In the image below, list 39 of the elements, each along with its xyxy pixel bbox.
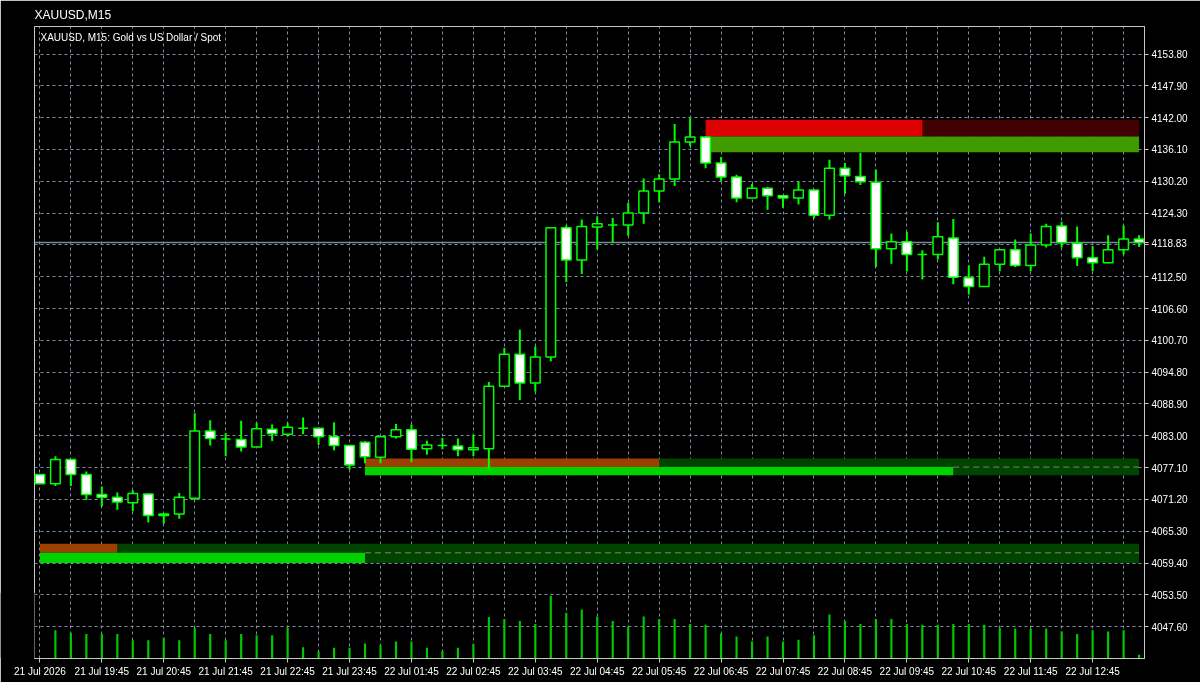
y-tick-label: 4124.30 [1151, 208, 1189, 220]
y-tick-label: 4083.00 [1151, 430, 1189, 442]
y-tick-label: 4136.10 [1151, 144, 1189, 156]
y-tick-label: 4053.50 [1151, 589, 1189, 601]
y-tick-label: 4130.20 [1151, 176, 1189, 188]
x-tick-label: 22 Jul 04:45 [570, 665, 625, 677]
y-tick-label: 4106.60 [1151, 303, 1189, 315]
y-tick-label: 4065.30 [1151, 526, 1189, 538]
x-tick-label: 22 Jul 08:45 [817, 665, 873, 677]
y-tick-label: 4142.00 [1151, 112, 1189, 124]
x-tick-label: 21 Jul 23:45 [322, 665, 378, 677]
x-tick-label: 22 Jul 12:45 [1065, 665, 1121, 677]
x-tick-label: 22 Jul 01:45 [384, 665, 440, 677]
y-tick-label: 4071.20 [1151, 494, 1189, 506]
x-tick-label: 21 Jul 19:45 [74, 665, 130, 677]
y-tick-label: 4094.80 [1151, 367, 1189, 379]
y-tick-label: 4077.10 [1151, 462, 1189, 474]
x-tick-label: 22 Jul 10:45 [941, 665, 997, 677]
x-tick-label: 22 Jul 03:45 [508, 665, 563, 677]
y-tick-label: 4112.50 [1151, 271, 1188, 283]
y-tick-label: 4047.60 [1151, 621, 1189, 633]
ref-line-label: 4118.83 [1151, 237, 1188, 249]
x-tick-label: 22 Jul 07:45 [755, 665, 811, 677]
text: XAUUSD, M15: Gold vs US Dollar / Spot [40, 31, 222, 43]
x-tick-label: 22 Jul 06:45 [693, 665, 749, 677]
x-tick-label: 22 Jul 11:45 [1003, 665, 1059, 677]
chart-title: XAUUSD,M15 [34, 7, 112, 22]
x-tick-label: 21 Jul 22:45 [260, 665, 316, 677]
y-tick-label: 4100.70 [1151, 335, 1189, 347]
y-tick-label: 4153.80 [1151, 49, 1189, 60]
y-tick-label: 4088.90 [1151, 398, 1189, 410]
x-tick-label: 21 Jul 2026 [14, 665, 67, 677]
x-tick-label: 22 Jul 05:45 [631, 665, 687, 677]
x-tick-label: 22 Jul 02:45 [446, 665, 502, 677]
x-tick-label: 22 Jul 09:45 [879, 665, 935, 677]
y-tick-label: 4147.90 [1151, 80, 1189, 92]
x-tick-label: 21 Jul 21:45 [198, 665, 254, 677]
y-tick-label: 4059.40 [1151, 558, 1189, 570]
x-tick-label: 21 Jul 20:45 [136, 665, 192, 677]
